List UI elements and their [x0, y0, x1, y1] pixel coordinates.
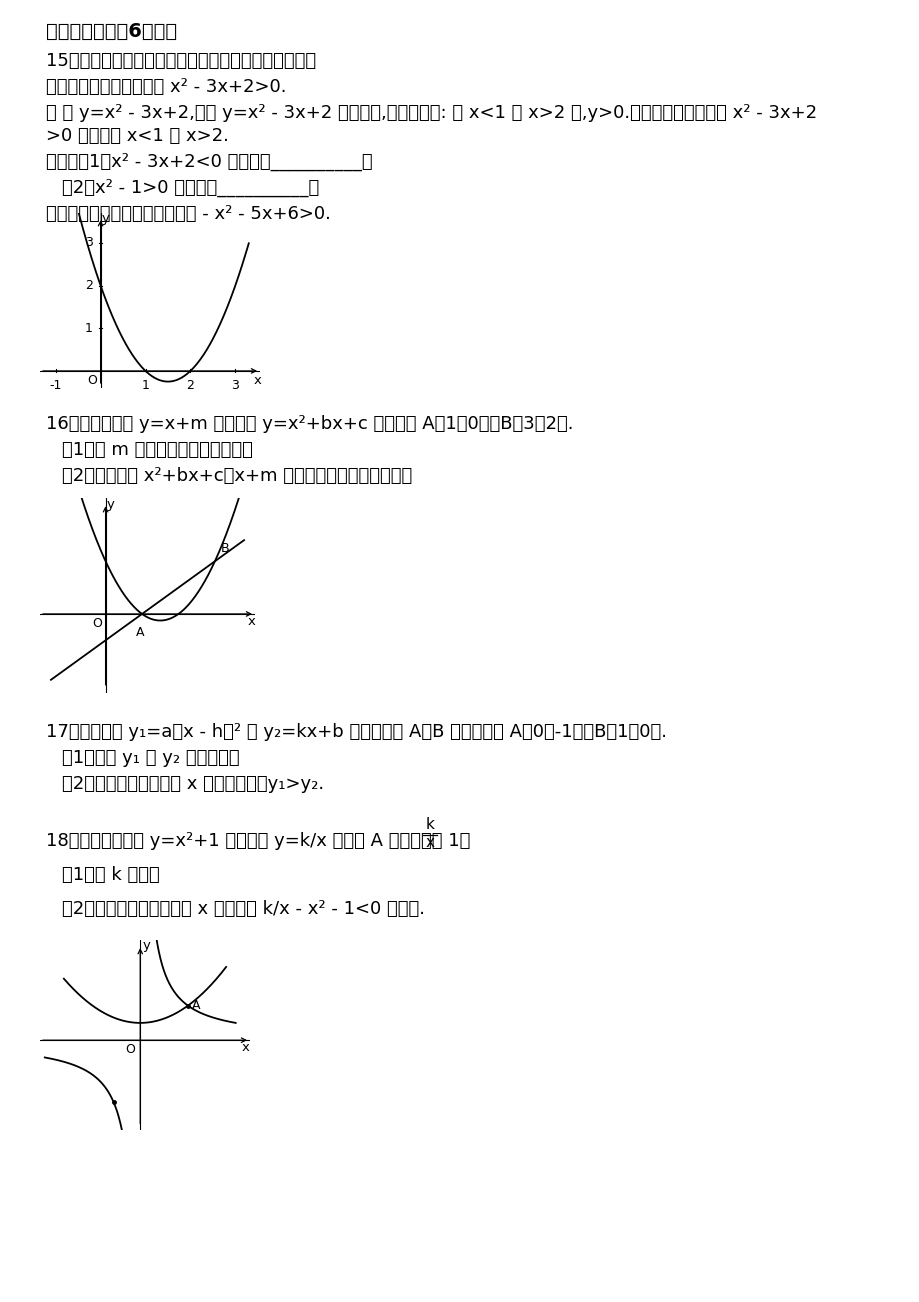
Text: （2）x² - 1>0 的解集为__________；: （2）x² - 1>0 的解集为__________；	[62, 178, 319, 198]
Text: （1）求 m 的值和抛物线的解析式；: （1）求 m 的值和抛物线的解析式；	[62, 441, 253, 460]
Text: （2）根据图象，写出关于 x 的不等式 k/x - x² - 1<0 的解集.: （2）根据图象，写出关于 x 的不等式 k/x - x² - 1<0 的解集.	[62, 900, 425, 918]
Text: 2: 2	[187, 379, 194, 392]
Text: O: O	[87, 374, 97, 387]
Text: 例题：解一元二次不等式 x² - 3x+2>0.: 例题：解一元二次不等式 x² - 3x+2>0.	[46, 78, 286, 96]
Text: 1: 1	[85, 322, 93, 335]
Text: 15．先阅读理解下面的例题，再按要求解答后面的问题: 15．先阅读理解下面的例题，再按要求解答后面的问题	[46, 52, 316, 70]
Text: （2）求不等式 x²+bx+c＞x+m 的解集．（直接写出答案）: （2）求不等式 x²+bx+c＞x+m 的解集．（直接写出答案）	[62, 467, 412, 486]
Text: （1）求出 y₁ 与 y₂ 的解析式；: （1）求出 y₁ 与 y₂ 的解析式；	[62, 749, 239, 767]
Text: O: O	[125, 1043, 134, 1056]
Text: 用类似的方法解一元二次不等式 - x² - 5x+6>0.: 用类似的方法解一元二次不等式 - x² - 5x+6>0.	[46, 204, 331, 223]
Text: 三．解答题（共6小题）: 三．解答题（共6小题）	[46, 22, 177, 40]
Text: O: O	[93, 617, 102, 630]
Text: >0 的解集为 x<1 或 x>2.: >0 的解集为 x<1 或 x>2.	[46, 128, 229, 145]
Text: A: A	[191, 999, 200, 1012]
Text: x: x	[254, 374, 261, 387]
Text: 18．如图，抛物线 y=x²+1 与双曲线 y=k/x 的交点 A 的横坐标是 1，: 18．如图，抛物线 y=x²+1 与双曲线 y=k/x 的交点 A 的横坐标是 …	[46, 832, 470, 850]
Text: （2）根据图象，说出当 x 取什么值时，y₁>y₂.: （2）根据图象，说出当 x 取什么值时，y₁>y₂.	[62, 775, 323, 793]
Text: 解 令 y=x² - 3x+2,画出 y=x² - 3x+2 如图所示,由图象可知: 当 x<1 或 x>2 时,y>0.所以一元二次不等式 x² - 3x+2: 解 令 y=x² - 3x+2,画出 y=x² - 3x+2 如图所示,由图象可…	[46, 104, 816, 122]
Text: y: y	[142, 939, 150, 952]
Text: （1）求 k 的值；: （1）求 k 的值；	[62, 866, 160, 884]
Text: y: y	[107, 499, 114, 512]
Text: A: A	[136, 626, 144, 639]
Text: 填空：（1）x² - 3x+2<0 的解集为__________；: 填空：（1）x² - 3x+2<0 的解集为__________；	[46, 154, 372, 172]
Text: x: x	[241, 1040, 249, 1053]
Text: B: B	[221, 542, 229, 555]
Text: 1: 1	[142, 379, 149, 392]
Text: x: x	[247, 615, 255, 628]
Text: 17．已知函数 y₁=a（x - h）² 与 y₂=kx+b 的图象交于 A、B 两点，其中 A（0，-1），B（1，0）.: 17．已知函数 y₁=a（x - h）² 与 y₂=kx+b 的图象交于 A、B…	[46, 723, 666, 741]
Text: x: x	[425, 835, 434, 850]
Text: 3: 3	[231, 379, 239, 392]
Text: k: k	[425, 816, 434, 832]
Text: 2: 2	[85, 279, 93, 292]
Text: -1: -1	[50, 379, 62, 392]
Text: 16．如图，直线 y=x+m 和抛物线 y=x²+bx+c 都经过点 A（1，0），B（3，2）.: 16．如图，直线 y=x+m 和抛物线 y=x²+bx+c 都经过点 A（1，0…	[46, 415, 573, 434]
Text: 3: 3	[85, 237, 93, 250]
Text: y: y	[101, 212, 109, 225]
